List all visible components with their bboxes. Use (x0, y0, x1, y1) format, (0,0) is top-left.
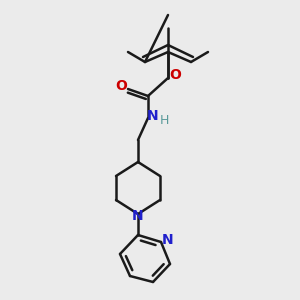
Text: N: N (147, 109, 159, 123)
Text: N: N (132, 209, 144, 223)
Text: H: H (159, 113, 169, 127)
Text: N: N (162, 233, 174, 247)
Text: O: O (169, 68, 181, 82)
Text: O: O (115, 79, 127, 93)
